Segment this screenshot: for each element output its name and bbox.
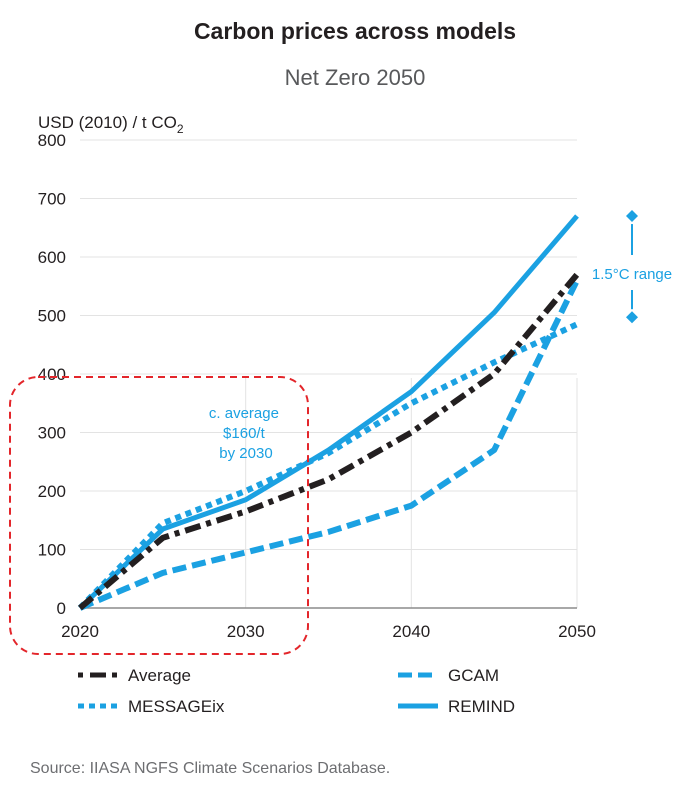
source-note: Source: IIASA NGFS Climate Scenarios Dat… <box>30 760 390 777</box>
y-ticks: 0 100 200 300 400 500 600 700 800 <box>38 131 66 618</box>
series-line-gcam <box>78 279 580 611</box>
legend-label-average: Average <box>128 666 191 685</box>
y-axis-label-main: USD (2010) / t CO <box>38 113 177 132</box>
series-line-messageix <box>77 321 579 611</box>
range-diamond-top <box>626 210 638 223</box>
x-tick-label-2050: 2050 <box>558 622 596 641</box>
y-tick-label-0: 0 <box>57 599 66 618</box>
x-tick-label-2040: 2040 <box>392 622 430 641</box>
legend: Average MESSAGEix GCAM REMIND <box>78 666 515 716</box>
series-line-remind <box>78 214 579 610</box>
chart-subtitle: Net Zero 2050 <box>285 65 426 90</box>
x-tick-label-2020: 2020 <box>61 622 99 641</box>
y-tick-label-800: 800 <box>38 131 66 150</box>
y-tick-label-400: 400 <box>38 365 66 384</box>
highlight-line-2: $160/t <box>223 425 266 442</box>
chart-title: Carbon prices across models <box>194 18 516 44</box>
series-lines <box>77 214 580 611</box>
x-tick-label-2030: 2030 <box>227 622 265 641</box>
y-tick-label-300: 300 <box>38 424 66 443</box>
x-ticks: 2020 2030 2040 2050 <box>61 622 596 641</box>
range-label: 1.5°C range <box>592 266 672 283</box>
highlight-line-1: c. average <box>209 405 279 422</box>
series-line-average <box>78 272 580 611</box>
range-marker <box>626 210 638 324</box>
range-diamond-bottom <box>626 311 638 324</box>
y-tick-label-600: 600 <box>38 248 66 267</box>
highlight-box <box>9 376 309 655</box>
y-tick-label-500: 500 <box>38 307 66 326</box>
legend-label-gcam: GCAM <box>448 666 499 685</box>
y-tick-label-100: 100 <box>38 541 66 560</box>
grid <box>80 139 578 609</box>
legend-label-messageix: MESSAGEix <box>128 697 225 716</box>
y-axis-label-subscript: 2 <box>177 122 184 136</box>
highlight-line-3: by 2030 <box>219 445 272 462</box>
y-tick-label-200: 200 <box>38 482 66 501</box>
legend-label-remind: REMIND <box>448 697 515 716</box>
y-tick-label-700: 700 <box>38 190 66 209</box>
y-axis-label: USD (2010) / t CO2 <box>38 113 184 136</box>
highlight-text: c. average $160/t by 2030 <box>209 405 283 462</box>
